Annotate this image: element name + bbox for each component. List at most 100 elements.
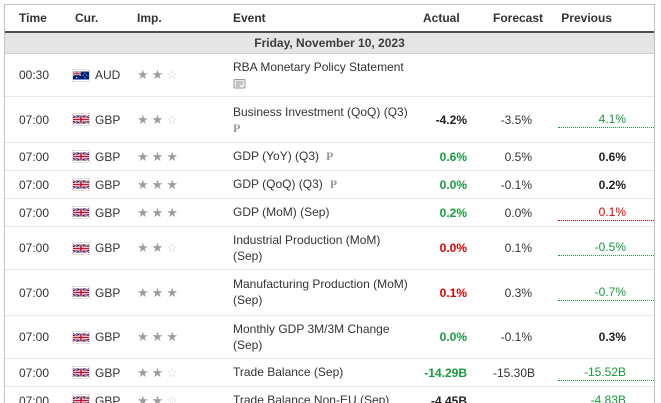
event-time: 07:00: [19, 393, 50, 403]
star-filled-icon: ★: [151, 240, 167, 255]
star-filled-icon: ★: [137, 364, 152, 380]
currency-cell: GBP: [63, 286, 125, 300]
table-row[interactable]: 07:00 GBP ★★★ GDP (QoQ) (Q3) P 0.0% -0.1%…: [5, 171, 654, 199]
au-flag-icon: [73, 70, 89, 81]
actual-value: -4.45B: [430, 393, 467, 403]
currency-code: GBP: [95, 365, 121, 380]
event-cell: Monthly GDP 3M/3M Change (Sep): [229, 322, 423, 353]
event-cell: GDP (QoQ) (Q3) P: [229, 177, 423, 192]
importance-stars: ★★★: [125, 177, 229, 193]
event-name[interactable]: Industrial Production (MoM): [233, 232, 381, 247]
star-filled-icon: ★: [151, 67, 167, 82]
previous-value: 0.2%: [598, 177, 626, 192]
actual-value: -14.29B: [424, 365, 467, 380]
currency-code: GBP: [95, 241, 121, 255]
gb-flag-icon: [73, 151, 89, 162]
star-filled-icon: ★: [151, 364, 167, 380]
importance-stars: ★★★: [125, 205, 229, 221]
event-name[interactable]: GDP (MoM) (Sep): [233, 205, 330, 219]
event-cell: Trade Balance (Sep): [229, 365, 423, 380]
event-name-line2: (Sep): [233, 248, 263, 263]
gb-flag-icon: [73, 114, 89, 125]
actual-value: 0.1%: [439, 285, 467, 300]
event-cell: GDP (MoM) (Sep): [229, 205, 423, 220]
table-row[interactable]: 07:00 GBP ★★★ GDP (YoY) (Q3) P 0.6% 0.5% …: [5, 143, 654, 171]
forecast-value: 0.5%: [504, 149, 532, 164]
column-header-previous: Previous: [561, 11, 612, 25]
star-empty-icon: ☆: [166, 240, 181, 255]
gb-flag-icon: [73, 367, 89, 378]
event-time: 07:00: [19, 330, 50, 344]
column-header-imp: Imp.: [137, 11, 162, 25]
importance-stars: ★★★: [125, 149, 229, 165]
importance-stars: ★★☆: [125, 240, 229, 256]
star-filled-icon: ★: [137, 329, 152, 344]
importance-stars: ★★☆: [125, 365, 229, 381]
column-header-actual: Actual: [423, 11, 460, 25]
star-filled-icon: ★: [166, 329, 181, 344]
table-row[interactable]: 07:00 GBP ★★☆ Business Investment (QoQ) …: [5, 97, 654, 143]
column-header-forecast: Forecast: [493, 11, 544, 25]
calendar-table: Time Cur. Imp. Event Actual Forecast Previous …: [4, 4, 655, 403]
event-name[interactable]: GDP (YoY) (Q3): [233, 149, 320, 163]
event-time: 00:30: [19, 68, 50, 82]
star-empty-icon: ☆: [166, 392, 181, 403]
event-name[interactable]: Trade Balance Non-EU (Sep): [233, 393, 390, 403]
star-filled-icon: ★: [137, 240, 152, 255]
event-name[interactable]: Business Investment (QoQ) (Q3): [233, 104, 408, 119]
currency-code: GBP: [95, 177, 121, 192]
table-row[interactable]: 07:00 GBP ★★☆ Trade Balance (Sep) -14.29…: [5, 359, 654, 387]
event-name[interactable]: GDP (QoQ) (Q3): [233, 177, 323, 191]
event-time: 07:00: [19, 285, 50, 300]
star-filled-icon: ★: [137, 67, 152, 82]
event-name-line2: (Sep): [233, 337, 263, 352]
table-row[interactable]: 07:00 GBP ★★★ GDP (MoM) (Sep) 0.2% 0.0% …: [5, 199, 654, 227]
event-time: 07:00: [19, 241, 50, 255]
table-row[interactable]: 07:00 GBP ★★☆ Trade Balance Non-EU (Sep)…: [5, 387, 654, 403]
table-row[interactable]: 07:00 GBP ★★★ Manufacturing Production (…: [5, 270, 654, 316]
gb-flag-icon: [73, 395, 89, 403]
importance-stars: ★★☆: [125, 67, 229, 83]
event-name[interactable]: RBA Monetary Policy Statement: [233, 60, 404, 74]
currency-cell: AUD: [63, 68, 125, 82]
previous-value[interactable]: -0.7%: [558, 285, 654, 301]
actual-value: 0.2%: [439, 205, 467, 220]
forecast-value: -3.5%: [500, 112, 532, 127]
previous-value: 0.6%: [598, 149, 626, 164]
gb-flag-icon: [73, 243, 89, 254]
star-filled-icon: ★: [151, 329, 167, 344]
event-cell: RBA Monetary Policy Statement: [229, 60, 423, 90]
currency-code: AUD: [95, 68, 121, 82]
star-filled-icon: ★: [151, 284, 167, 300]
actual-value: -4.2%: [435, 112, 467, 127]
event-name[interactable]: Monthly GDP 3M/3M Change: [233, 321, 390, 336]
event-name[interactable]: Manufacturing Production (MoM): [233, 277, 408, 291]
report-icon: [233, 78, 246, 88]
currency-cell: GBP: [63, 241, 125, 255]
star-empty-icon: ☆: [166, 364, 181, 380]
preliminary-icon: P: [326, 149, 334, 163]
importance-stars: ★★☆: [125, 393, 229, 403]
currency-cell: GBP: [63, 366, 125, 380]
star-filled-icon: ★: [151, 111, 167, 127]
currency-code: GBP: [95, 393, 121, 403]
table-row[interactable]: 00:30 AUD ★★☆ RBA Monetary Policy Statem…: [5, 54, 654, 97]
importance-stars: ★★★: [125, 329, 229, 345]
previous-value[interactable]: -15.52B: [558, 365, 654, 381]
currency-code: GBP: [95, 149, 121, 164]
previous-value[interactable]: 0.1%: [558, 205, 654, 221]
star-empty-icon: ☆: [166, 111, 181, 127]
event-cell: Industrial Production (MoM) (Sep): [229, 233, 423, 264]
table-row[interactable]: 07:00 GBP ★★☆ Industrial Production (MoM…: [5, 227, 654, 270]
preliminary-icon: P: [329, 177, 338, 191]
currency-cell: GBP: [63, 150, 125, 164]
currency-cell: GBP: [63, 206, 125, 220]
gb-flag-icon: [73, 179, 89, 190]
previous-value[interactable]: -0.5%: [558, 240, 654, 256]
currency-code: GBP: [95, 285, 121, 300]
importance-stars: ★★★: [125, 285, 229, 301]
previous-value[interactable]: 4.1%: [558, 112, 654, 128]
table-row[interactable]: 07:00 GBP ★★★ Monthly GDP 3M/3M Change (…: [5, 316, 654, 359]
event-name[interactable]: Trade Balance (Sep): [233, 365, 344, 379]
previous-value[interactable]: -4.83B: [558, 393, 654, 403]
